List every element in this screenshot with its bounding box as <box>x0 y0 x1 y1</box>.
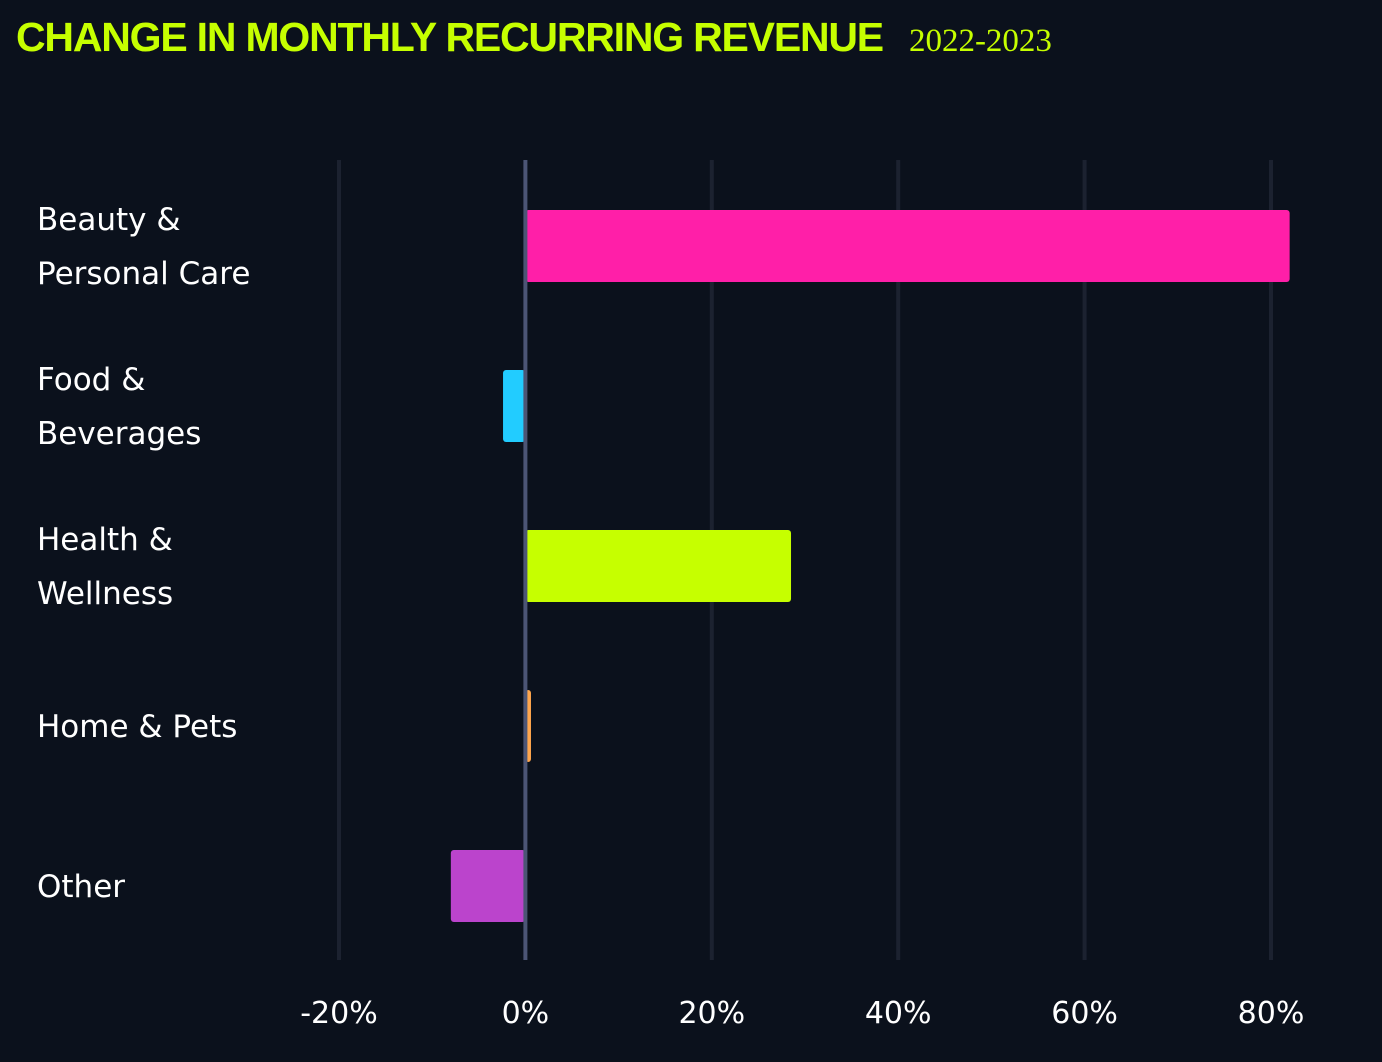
chart-title: CHANGE IN MONTHLY RECURRING REVENUE <box>16 14 884 60</box>
category-label: Home & Pets <box>37 709 237 745</box>
x-tick-label: 60% <box>1051 996 1118 1031</box>
category-label: Health & Wellness <box>37 522 173 612</box>
category-labels: Beauty & Personal Care Food & Beverages Heal… <box>37 202 250 905</box>
x-tick-label: -20% <box>300 996 378 1031</box>
grid-lines <box>337 160 1273 960</box>
chart-header: CHANGE IN MONTHLY RECURRING REVENUE 2022… <box>16 14 1052 61</box>
x-tick-label: 0% <box>502 996 550 1031</box>
x-tick-label: 20% <box>678 996 745 1031</box>
x-tick-label: 40% <box>865 996 932 1031</box>
category-label: Beauty & Personal Care <box>37 202 250 292</box>
category-label: Food & Beverages <box>37 362 201 452</box>
x-tick-label: 80% <box>1238 996 1305 1031</box>
category-label: Other <box>37 869 125 905</box>
chart-subtitle: 2022-2023 <box>908 23 1052 59</box>
bars <box>450 210 1290 922</box>
bar-beauty-personal-care <box>525 210 1290 282</box>
bar-other <box>450 850 526 922</box>
bar-health-wellness <box>525 530 792 602</box>
x-tick-labels: -20% 0% 20% 40% 60% 80% <box>300 996 1304 1031</box>
bar-food-beverages <box>503 370 526 442</box>
